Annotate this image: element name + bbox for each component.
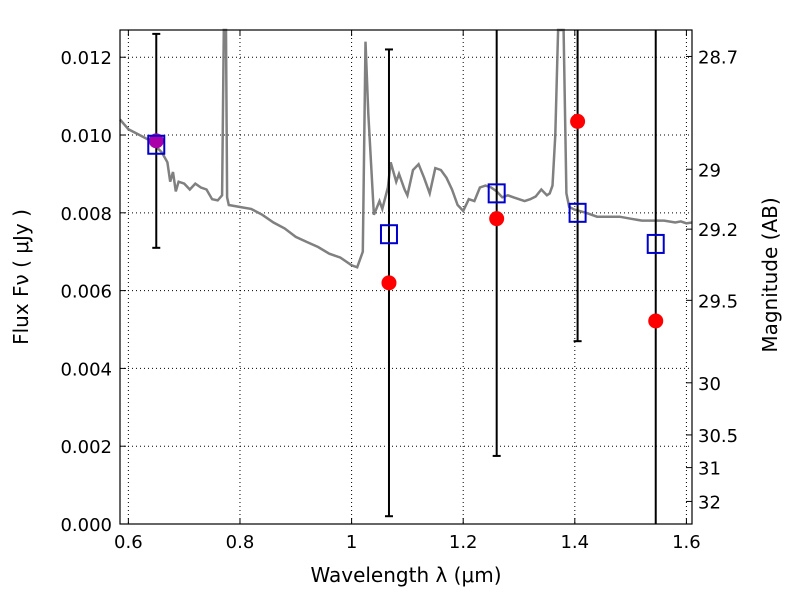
- y2-tick-label: 28.7: [698, 47, 738, 68]
- y-axis-label: Flux Fν ( μJy ): [9, 209, 33, 345]
- observed-point: [148, 133, 164, 149]
- y-tick-label: 0.002: [60, 437, 112, 458]
- x-tick-label: 1.4: [560, 532, 589, 553]
- x-axis-ticks: 0.6 0.8 1 1.2 1.4 1.6: [114, 30, 701, 553]
- error-bars: [152, 30, 657, 524]
- y-tick-label: 0.004: [60, 359, 112, 380]
- model-spectrum-line: [119, 28, 693, 269]
- y-axis-ticks: 0.000 0.002 0.004 0.006 0.008 0.010 0.012: [60, 48, 126, 536]
- x-tick-label: 1.2: [449, 532, 478, 553]
- observed-point: [570, 113, 586, 129]
- model-point: [568, 202, 587, 223]
- grid-lines: [120, 30, 692, 525]
- y-tick-label: 0.010: [60, 126, 112, 147]
- y2-axis-label: Magnitude (AB): [758, 197, 782, 352]
- y2-tick-label: 30: [698, 374, 721, 395]
- model-point: [379, 224, 398, 245]
- model-points: [147, 134, 665, 254]
- model-point: [646, 233, 665, 254]
- y2-tick-label: 29.5: [698, 291, 738, 312]
- y2-tick-label: 29: [698, 160, 721, 181]
- y2-tick-label: 32: [698, 492, 721, 513]
- model-point: [147, 134, 166, 155]
- y-tick-label: 0.012: [60, 48, 112, 69]
- observed-point: [489, 211, 505, 227]
- model-point: [487, 183, 506, 204]
- y2-tick-label: 29.2: [698, 220, 738, 241]
- x-tick-label: 1.6: [672, 532, 701, 553]
- observed-point: [648, 313, 664, 329]
- x-tick-label: 0.6: [114, 532, 143, 553]
- y2-tick-label: 30.5: [698, 426, 738, 447]
- x-tick-label: 1: [346, 532, 357, 553]
- x-axis-label: Wavelength λ (μm): [310, 563, 501, 587]
- x-tick-label: 0.8: [226, 532, 255, 553]
- y-tick-label: 0.006: [60, 282, 112, 303]
- y-tick-label: 0.000: [60, 515, 112, 536]
- y2-tick-label: 31: [698, 459, 721, 480]
- plot-frame: [119, 29, 693, 525]
- y2-axis-ticks: 28.7 29 29.2 29.5 30 30.5 31 32: [686, 47, 738, 513]
- y-tick-label: 0.008: [60, 204, 112, 225]
- observed-points: [148, 113, 664, 329]
- observed-point: [381, 275, 397, 291]
